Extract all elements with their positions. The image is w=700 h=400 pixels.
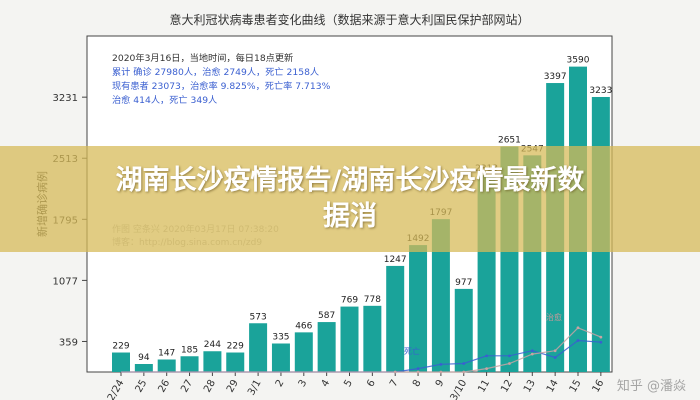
x-tick-label: 2 [274, 378, 287, 389]
series-point [393, 370, 397, 374]
x-tick-label: 14 [545, 378, 561, 395]
bar-value-label: 3397 [544, 72, 567, 82]
y-tick-label: 1077 [53, 276, 78, 287]
headline-banner: 湖南长沙疫情报告/湖南长沙疫情最新数 据消 [0, 146, 700, 252]
series-point [439, 362, 443, 366]
x-tick-label: 9 [434, 378, 447, 389]
x-tick-label: 6 [365, 378, 378, 389]
x-tick-label: 12 [499, 378, 515, 395]
x-tick-label: 29 [225, 378, 241, 395]
series-label-recovered: 治愈 [546, 312, 562, 322]
bar-value-label: 244 [204, 340, 221, 350]
x-tick-label: 16 [591, 378, 607, 395]
y-tick-label: 3231 [53, 93, 78, 104]
series-point [576, 339, 580, 342]
series-point [462, 362, 466, 365]
bar [431, 219, 450, 372]
bar [386, 265, 405, 372]
bar-value-label: 587 [318, 311, 335, 321]
bar-value-label: 778 [364, 295, 381, 305]
bar-value-label: 335 [272, 333, 289, 343]
x-tick-label: 3/1 [246, 378, 264, 397]
y-tick-label: 359 [59, 337, 78, 348]
annotation-line: 累计 确诊 27980人，治愈 2749人，死亡 2158人 [112, 66, 319, 78]
bar-value-label: 1247 [384, 255, 407, 265]
annotation-line: 现有患者 23073，治愈率 9.825%，死亡率 7.713% [112, 80, 331, 92]
x-tick-label: 25 [134, 378, 150, 395]
series-point [462, 370, 466, 374]
bar [317, 322, 336, 372]
bar-value-label: 147 [158, 348, 175, 358]
series-point [530, 352, 534, 356]
series-label-deaths: 死亡 [404, 346, 420, 356]
bar [180, 356, 199, 372]
bar-value-label: 3590 [567, 56, 590, 66]
bar-value-label: 94 [138, 353, 150, 363]
bar [409, 245, 428, 372]
x-tick-label: 7 [388, 378, 401, 389]
series-point [439, 370, 443, 374]
x-tick-label: 3/10 [449, 378, 470, 400]
headline-line-1[interactable]: 湖南长沙疫情报告/湖南长沙疫情最新数 [115, 165, 585, 196]
x-tick-label: 8 [411, 378, 424, 389]
series-point [416, 367, 420, 370]
x-tick-label: 2/24 [106, 378, 127, 400]
series-point [416, 370, 420, 374]
bar-value-label: 229 [227, 342, 244, 352]
annotation-line: 治愈 414人，死亡 349人 [112, 94, 217, 106]
x-tick-label: 5 [342, 378, 355, 389]
x-tick-label: 28 [202, 378, 218, 395]
bar-value-label: 977 [455, 278, 472, 288]
bar [363, 305, 382, 372]
bar-value-label: 466 [295, 321, 312, 331]
bar-value-label: 573 [250, 312, 267, 322]
series-point [553, 349, 557, 353]
bar [203, 351, 222, 372]
chart-title: 意大利冠状病毒患者变化曲线（数据来源于意大利国民保护部网站） [169, 12, 529, 27]
bar-value-label: 185 [181, 345, 198, 355]
bar [157, 359, 176, 372]
bar [112, 352, 130, 372]
bar [226, 352, 245, 372]
x-tick-label: 27 [179, 378, 195, 395]
bar [340, 306, 359, 372]
series-point [599, 340, 603, 344]
bar [249, 323, 268, 372]
series-point [508, 354, 511, 358]
bar [294, 332, 313, 372]
headline-line-2[interactable]: 据消 [323, 201, 377, 232]
x-tick-label: 15 [568, 378, 584, 395]
series-point [485, 367, 488, 370]
annotation-line: 2020年3月16日，当地时间，每日18点更新 [112, 52, 293, 64]
x-tick-label: 3 [297, 378, 310, 389]
series-point [530, 349, 534, 353]
series-point [576, 326, 580, 330]
x-tick-label: 26 [156, 378, 172, 395]
series-point [599, 335, 603, 339]
watermark: 知乎 @潘焱 [616, 379, 686, 394]
bar [271, 343, 290, 372]
x-tick-label: 11 [476, 378, 492, 395]
bar-value-label: 229 [112, 342, 129, 352]
series-line-recovered [121, 327, 602, 373]
x-tick-label: 4 [320, 378, 333, 389]
bar-value-label: 769 [341, 296, 358, 306]
x-tick-label: 13 [522, 378, 538, 395]
bar [134, 364, 153, 372]
series-point [485, 354, 488, 358]
bar-value-label: 3233 [589, 86, 612, 96]
bar [454, 288, 473, 372]
series-point [553, 356, 557, 359]
series-point [508, 362, 511, 365]
bar-value-label: 2651 [498, 135, 521, 145]
